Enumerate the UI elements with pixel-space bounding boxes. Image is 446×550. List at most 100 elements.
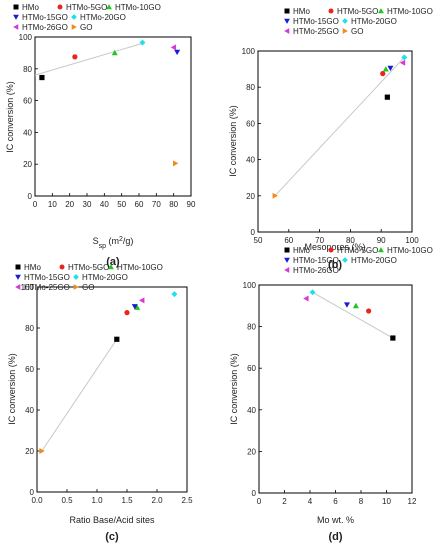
legend-label: HTMo-15GO — [293, 256, 339, 265]
y-tick-label: 60 — [25, 365, 34, 374]
x-axis-label: Mesopores (%) — [304, 242, 365, 252]
legend-label: HMo — [22, 3, 39, 12]
x-tick-label: 90 — [377, 236, 386, 245]
legend-label: HTMo-10GO — [387, 7, 433, 16]
legend-marker — [106, 4, 112, 10]
legend-marker — [342, 18, 348, 24]
panel-label: (d) — [328, 531, 342, 543]
data-point — [170, 44, 177, 51]
data-point — [343, 302, 350, 308]
y-axis-label: IC conversion (%) — [229, 353, 239, 425]
legend-label: HTMo-15GO — [22, 13, 68, 22]
legend-label: HTMo-20GO — [80, 13, 126, 22]
x-tick-label: 8 — [359, 497, 364, 506]
plot-frame — [257, 50, 413, 233]
x-tick-label: 0 — [257, 497, 262, 506]
y-tick-label: 100 — [242, 47, 256, 56]
data-point — [387, 65, 394, 72]
data-point — [272, 192, 278, 199]
x-tick-label: 6 — [333, 497, 338, 506]
legend-marker — [378, 247, 384, 253]
legend-label: HTMo-25GO — [24, 283, 70, 292]
legend: HMo HTMo-5GO HTMo-10GO HTMo-15GO HTMo-20GO HT… — [15, 263, 163, 292]
legend-marker — [13, 24, 19, 30]
legend-label: GO — [80, 23, 92, 32]
x-axis-label-part: S — [93, 236, 99, 246]
y-tick-label: 0 — [28, 192, 33, 201]
panel-label: (c) — [105, 531, 119, 543]
legend-marker — [13, 14, 19, 20]
legend-marker — [73, 274, 79, 280]
legend-marker — [71, 14, 77, 20]
data-point — [399, 59, 406, 66]
data-point — [309, 289, 316, 296]
y-tick-label: 80 — [25, 324, 34, 333]
x-axis-label: Mo wt. % — [317, 515, 354, 525]
x-tick-label: 80 — [346, 236, 355, 245]
chart-panel-4: 0 20 40 60 80 100 0 2 4 6 8 10 12 IC conversion (%) Mo… — [229, 246, 433, 543]
legend-label: HTMo-20GO — [351, 256, 397, 265]
legend-marker — [378, 8, 384, 14]
plot-frame — [36, 286, 188, 493]
legend-label: GO — [82, 283, 94, 292]
x-tick-label: 40 — [100, 200, 109, 209]
data-point — [382, 66, 389, 72]
chart-panel-1: 0 20 40 60 80 100 0 10 20 30 40 50 60 70 80 90 IC conver… — [5, 3, 196, 268]
y-axis-label: IC conversion (%) — [5, 81, 15, 153]
y-tick-label: 0 — [30, 488, 35, 497]
y-tick-label: 60 — [246, 119, 255, 128]
x-tick-label: 0.5 — [61, 496, 73, 505]
data-point — [390, 335, 396, 341]
x-axis-label-part: (m — [106, 236, 119, 246]
data-point — [134, 304, 141, 310]
legend-marker — [328, 8, 334, 14]
y-tick-label: 80 — [247, 323, 256, 332]
legend-label: HTMo-26GO — [293, 266, 339, 275]
legend-marker — [328, 247, 334, 253]
y-tick-label: 100 — [21, 283, 35, 292]
x-tick-label: 12 — [408, 497, 417, 506]
data-point — [39, 74, 45, 81]
x-axis-label-part: /g) — [123, 236, 134, 246]
data-point — [173, 160, 179, 167]
y-axis-label: IC conversion (%) — [7, 353, 17, 425]
data-point — [171, 291, 178, 298]
legend-marker — [59, 264, 65, 270]
y-tick-label: 40 — [246, 156, 255, 165]
x-tick-label: 50 — [117, 200, 126, 209]
x-tick-label: 30 — [83, 200, 92, 209]
legend-marker — [15, 264, 21, 270]
data-point — [111, 49, 118, 56]
y-tick-label: 0 — [252, 489, 257, 498]
legend-marker — [13, 4, 19, 10]
x-tick-label: 20 — [65, 200, 74, 209]
y-axis-label: IC conversion (%) — [228, 105, 238, 177]
legend-marker — [57, 4, 63, 10]
legend: HMo HTMo-5GO HTMo-10GO HTMo-15GO HTMo-20GO HT… — [284, 246, 433, 275]
y-tick-label: 20 — [247, 447, 256, 456]
y-tick-label: 80 — [23, 65, 32, 74]
data-point — [139, 39, 146, 46]
plot-frame — [34, 36, 192, 197]
y-tick-label: 60 — [23, 97, 32, 106]
data-point — [131, 304, 138, 310]
panel-label: (b) — [328, 259, 342, 271]
data-point — [139, 297, 145, 304]
x-tick-label: 1.5 — [121, 496, 133, 505]
legend-label: HTMo-20GO — [82, 273, 128, 282]
trend-line — [274, 56, 405, 197]
chart-panel-3: 0 20 40 60 80 100 0.0 0.5 1.0 1.5 2.0 2.5 IC convers… — [7, 263, 193, 543]
legend-label: HMo — [293, 7, 310, 16]
y-tick-label: 20 — [246, 192, 255, 201]
data-point — [384, 94, 390, 100]
trend-line — [312, 291, 394, 339]
x-tick-label: 90 — [187, 200, 196, 209]
data-point — [72, 54, 78, 60]
legend: HMo HTMo-5GO HTMo-10GO HTMo-15GO HTMo-20GO HT… — [284, 7, 433, 36]
y-tick-label: 100 — [19, 33, 33, 42]
x-tick-label: 0 — [33, 200, 38, 209]
legend-label: HTMo-10GO — [117, 263, 163, 272]
legend-label: HTMo-5GO — [337, 7, 378, 16]
y-tick-label: 20 — [25, 447, 34, 456]
legend-marker — [284, 18, 290, 24]
